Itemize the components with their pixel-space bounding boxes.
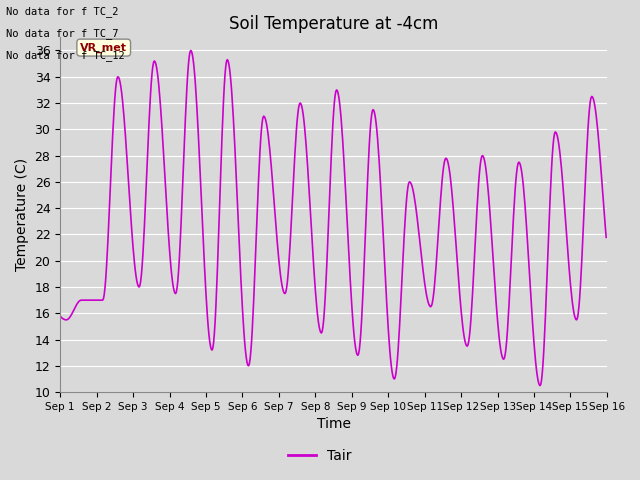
X-axis label: Time: Time <box>317 418 351 432</box>
Text: No data for f TC_12: No data for f TC_12 <box>6 49 125 60</box>
Text: No data for f TC_7: No data for f TC_7 <box>6 28 119 39</box>
Y-axis label: Temperature (C): Temperature (C) <box>15 158 29 271</box>
Title: Soil Temperature at -4cm: Soil Temperature at -4cm <box>229 15 438 33</box>
Text: No data for f TC_2: No data for f TC_2 <box>6 6 119 17</box>
Legend: Tair: Tair <box>283 443 357 468</box>
Text: VR_met: VR_met <box>80 42 127 53</box>
